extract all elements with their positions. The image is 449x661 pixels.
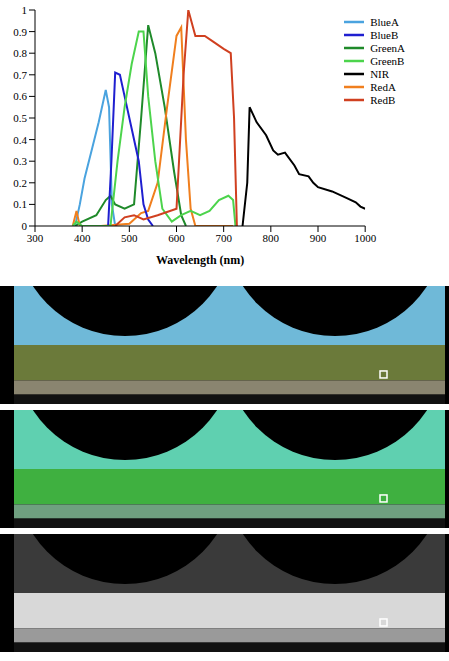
html-text:BlueB: BlueB	[370, 28, 399, 41]
svg-text:0.7: 0.7	[13, 69, 27, 81]
html-text:RedA: RedA	[370, 80, 396, 93]
svg-text:0.8: 0.8	[13, 47, 27, 59]
svg-text:700: 700	[215, 232, 232, 244]
svg-text:0.1: 0.1	[13, 198, 27, 210]
svg-text:900: 900	[310, 232, 327, 244]
svg-text:300: 300	[27, 232, 44, 244]
svg-text:600: 600	[168, 232, 185, 244]
svg-text:0.5: 0.5	[13, 112, 27, 124]
svg-text:800: 800	[263, 232, 280, 244]
svg-text:1: 1	[22, 4, 28, 16]
svg-text:0.9: 0.9	[13, 26, 27, 38]
svg-text:500: 500	[121, 232, 138, 244]
html-text:NIR: NIR	[370, 67, 390, 80]
svg-text:Wavelength (nm): Wavelength (nm)	[156, 253, 244, 267]
svg-text:0.4: 0.4	[13, 134, 27, 146]
svg-text:1000: 1000	[354, 232, 377, 244]
html-text:RedB: RedB	[370, 93, 396, 106]
svg-text:400: 400	[74, 232, 91, 244]
svg-text:0.2: 0.2	[13, 177, 27, 189]
html-text:GreenB: GreenB	[370, 54, 405, 67]
svg-text:0: 0	[22, 220, 28, 232]
svg-text:0.6: 0.6	[13, 90, 27, 102]
html-text:BlueA: BlueA	[370, 15, 399, 28]
svg-text:0.3: 0.3	[13, 155, 27, 167]
html-text:GreenA: GreenA	[370, 41, 405, 54]
